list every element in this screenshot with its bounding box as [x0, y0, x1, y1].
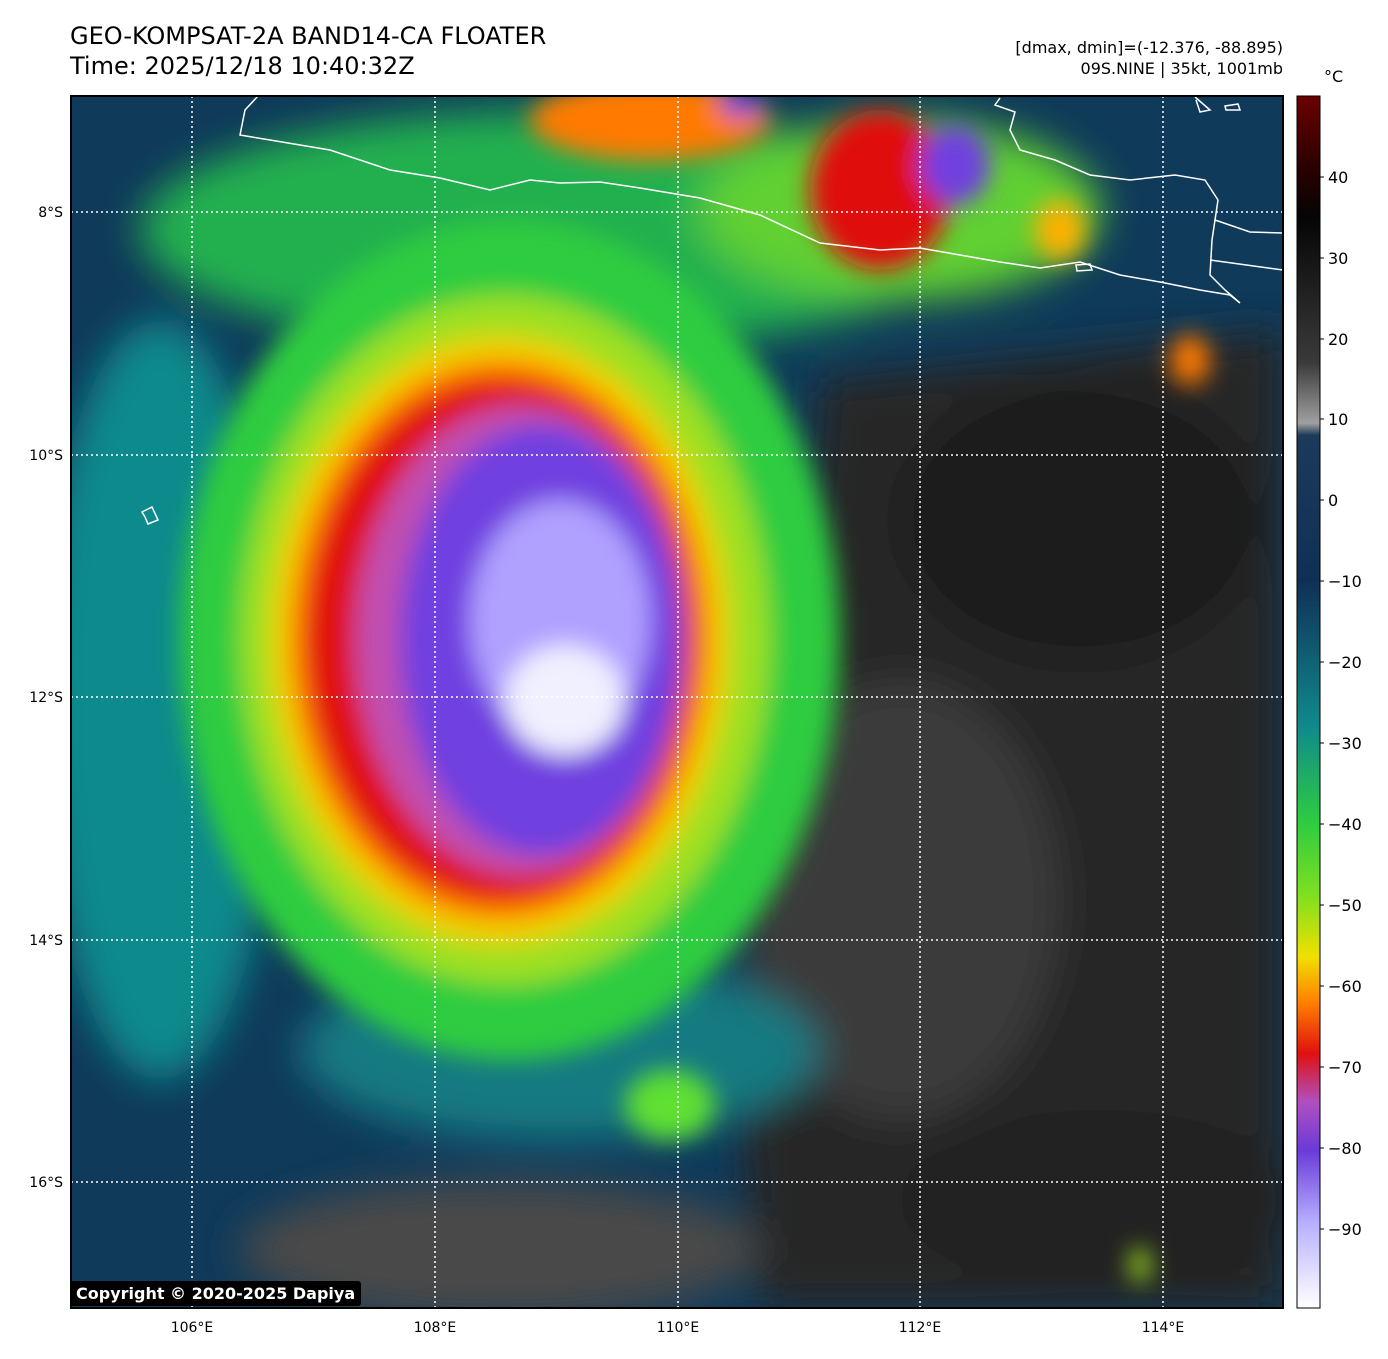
lon-label: 106°E — [171, 1320, 214, 1336]
infrared-imagery — [71, 96, 1283, 1308]
lon-label: 108°E — [414, 1320, 457, 1336]
longitude-labels: 106°E 108°E 110°E 112°E 114°E — [171, 1320, 1185, 1336]
colorbar: 40 30 20 10 0 −10 −20 −30 −40 −50 −60 −7… — [1296, 95, 1362, 1309]
colorbar-tick: −50 — [1328, 896, 1362, 915]
gridlines — [71, 96, 1283, 1308]
dmax-dmin-readout: [dmax, dmin]=(-12.376, -88.895) — [1015, 38, 1283, 57]
colorbar-tick: −60 — [1328, 977, 1362, 996]
colorbar-gradient — [1296, 95, 1321, 1309]
lat-label: 16°S — [29, 1175, 63, 1191]
colorbar-tick: −40 — [1328, 815, 1362, 834]
timestamp-title: Time: 2025/12/18 10:40:32Z — [70, 52, 415, 80]
colorbar-tick: −10 — [1328, 572, 1362, 591]
colorbar-tick: −90 — [1328, 1220, 1362, 1239]
copyright-badge: Copyright © 2020-2025 Dapiya — [70, 1281, 362, 1306]
chart-title: GEO-KOMPSAT-2A BAND14-CA FLOATER — [70, 22, 547, 50]
coastline — [140, 96, 1283, 525]
colorbar-unit: °C — [1324, 67, 1344, 86]
lat-label: 14°S — [29, 933, 63, 949]
colorbar-tick: −70 — [1328, 1058, 1362, 1077]
colorbar-tick: 40 — [1328, 168, 1348, 187]
lon-label: 112°E — [899, 1320, 942, 1336]
colorbar-tick: −80 — [1328, 1139, 1362, 1158]
colorbar-tick: 20 — [1328, 330, 1348, 349]
lon-label: 110°E — [657, 1320, 700, 1336]
storm-info: 09S.NINE | 35kt, 1001mb — [1080, 59, 1283, 78]
colorbar-tick: −20 — [1328, 653, 1362, 672]
lon-label: 114°E — [1142, 1320, 1185, 1336]
lat-label: 12°S — [29, 690, 63, 706]
map-frame — [70, 95, 1284, 1309]
colorbar-tick: 0 — [1328, 491, 1338, 510]
colorbar-tick: 30 — [1328, 249, 1348, 268]
lat-label: 8°S — [38, 205, 63, 221]
colorbar-tick: −30 — [1328, 734, 1362, 753]
colorbar-tick: 10 — [1328, 410, 1348, 429]
latitude-labels: 8°S 10°S 12°S 14°S 16°S — [29, 205, 63, 1191]
lat-label: 10°S — [29, 448, 63, 464]
